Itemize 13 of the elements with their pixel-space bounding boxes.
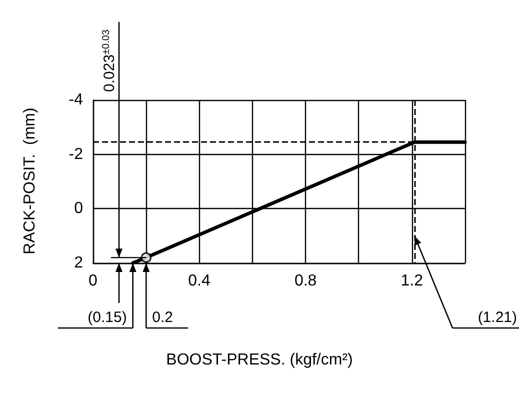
- x-axis-title: BOOST-PRESS. (kgf/cm²): [166, 352, 353, 368]
- y-axis-title: RACK-POSIT. (mm): [22, 108, 38, 254]
- annotation: (0.15): [88, 309, 127, 326]
- x-tick-label: 0: [88, 272, 98, 290]
- y-tick-label: 0: [74, 200, 84, 218]
- x-tick-label: 0.4: [188, 272, 211, 290]
- x-tick-label: 1.2: [400, 272, 424, 290]
- y-tick-label: -4: [68, 92, 84, 108]
- y-tick-label: -2: [68, 146, 84, 163]
- y-tick-label: 2: [74, 254, 84, 272]
- annotation: 0.2: [152, 309, 173, 326]
- x-tick-label: 0.8: [294, 272, 317, 290]
- text: (1.21): [478, 309, 517, 326]
